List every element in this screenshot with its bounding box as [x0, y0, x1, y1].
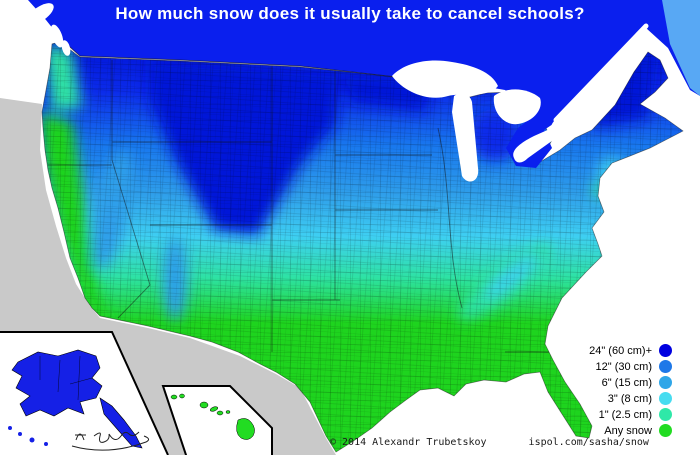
map-title: How much snow does it usually take to ca…: [115, 4, 585, 23]
canada-region: [28, 0, 700, 168]
canada-maritime-region: [662, 0, 700, 96]
source-url-text: ispol.com/sasha/snow: [528, 437, 649, 448]
pacific-northwest-water: [26, 3, 71, 56]
legend-label: 3" (8 cm): [607, 392, 652, 405]
legend-item-6in: 6" (15 cm): [589, 376, 672, 389]
artist-signature: [71, 431, 150, 451]
legend-swatch: [659, 376, 672, 389]
st-lawrence-river: [553, 23, 649, 123]
legend-item-any-snow: Any snow: [589, 424, 672, 437]
legend-label: 6" (15 cm): [601, 376, 652, 389]
us-canada-border-line: [61, 39, 397, 78]
legend-label: 24" (60 cm)+: [589, 344, 652, 357]
alaska-inset: [0, 331, 169, 455]
legend-swatch: [659, 392, 672, 405]
legend-swatch: [659, 344, 672, 357]
great-lakes: [392, 60, 589, 182]
legend-item-1in: 1" (2.5 cm): [589, 408, 672, 421]
legend-item-3in: 3" (8 cm): [589, 392, 672, 405]
hawaiian-islands: [170, 393, 255, 440]
legend-label: 12" (30 cm): [595, 360, 652, 373]
legend: 24" (60 cm)+ 12" (30 cm) 6" (15 cm) 3" (…: [589, 344, 672, 437]
legend-swatch: [659, 424, 672, 437]
legend-item-24in: 24" (60 cm)+: [589, 344, 672, 357]
copyright-text: © 2014 Alexandr Trubetskoy: [330, 437, 487, 448]
state-borders: [48, 60, 552, 353]
alaska-borough-lines: [39, 355, 93, 401]
legend-item-12in: 12" (30 cm): [589, 360, 672, 373]
legend-label: Any snow: [604, 424, 652, 437]
attribution: © 2014 Alexandr Trubetskoy ispol.com/sas…: [330, 437, 649, 448]
hawaii-inset: [161, 385, 273, 455]
legend-swatch: [659, 360, 672, 373]
aleutian-islands: [8, 426, 48, 446]
legend-label: 1" (2.5 cm): [598, 408, 652, 421]
legend-swatch: [659, 408, 672, 421]
